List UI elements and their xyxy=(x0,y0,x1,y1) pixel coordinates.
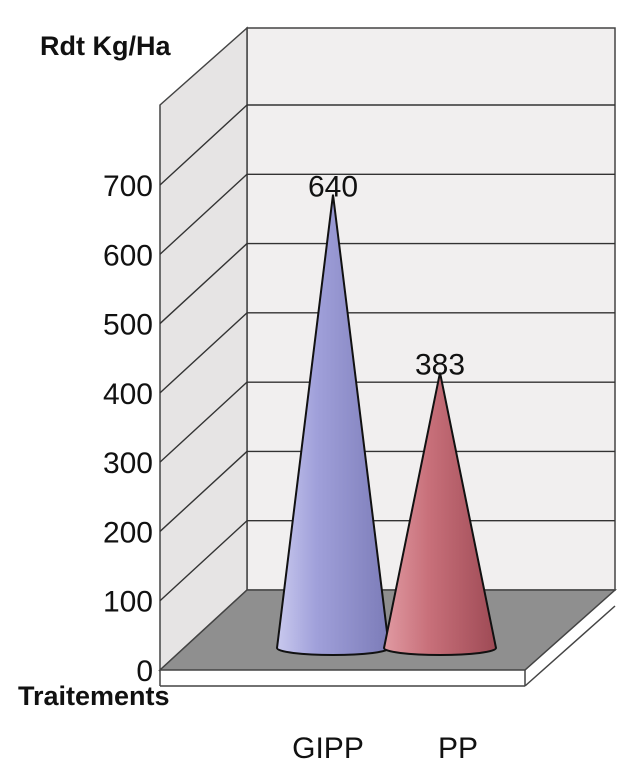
data-label: 383 xyxy=(415,349,465,382)
gridline-side xyxy=(159,104,248,186)
gridline-side xyxy=(159,173,248,255)
category-label: PP xyxy=(438,732,478,764)
y-tick-label: 700 xyxy=(103,170,153,203)
gridline-side xyxy=(159,450,248,532)
y-axis-title: Rdt Kg/Ha xyxy=(40,31,171,61)
y-tick-label: 400 xyxy=(103,378,153,411)
y-tick-label: 0 xyxy=(136,655,153,688)
y-tick-label: 600 xyxy=(103,239,153,272)
x-axis-title: Traitements xyxy=(18,681,170,711)
side-wall xyxy=(159,26,248,672)
y-tick-label: 100 xyxy=(103,586,153,619)
data-labels: 640 383 xyxy=(308,171,465,382)
y-tick-label: 500 xyxy=(103,309,153,342)
category-labels: GIPP PP xyxy=(292,732,478,764)
gridline-side xyxy=(159,520,248,602)
gridline-side xyxy=(159,381,248,463)
y-axis-ticks: 0 100 200 300 400 500 600 700 xyxy=(103,170,153,688)
cones xyxy=(275,194,498,656)
data-label: 640 xyxy=(308,171,358,204)
y-tick-label: 300 xyxy=(103,447,153,480)
front-edge-right xyxy=(524,605,616,687)
gridline-side xyxy=(159,312,248,394)
category-label: GIPP xyxy=(292,732,364,764)
cone-pp xyxy=(382,372,498,656)
gridline-side xyxy=(159,243,248,325)
y-tick-label: 200 xyxy=(103,516,153,549)
cone-gipp xyxy=(275,194,391,656)
